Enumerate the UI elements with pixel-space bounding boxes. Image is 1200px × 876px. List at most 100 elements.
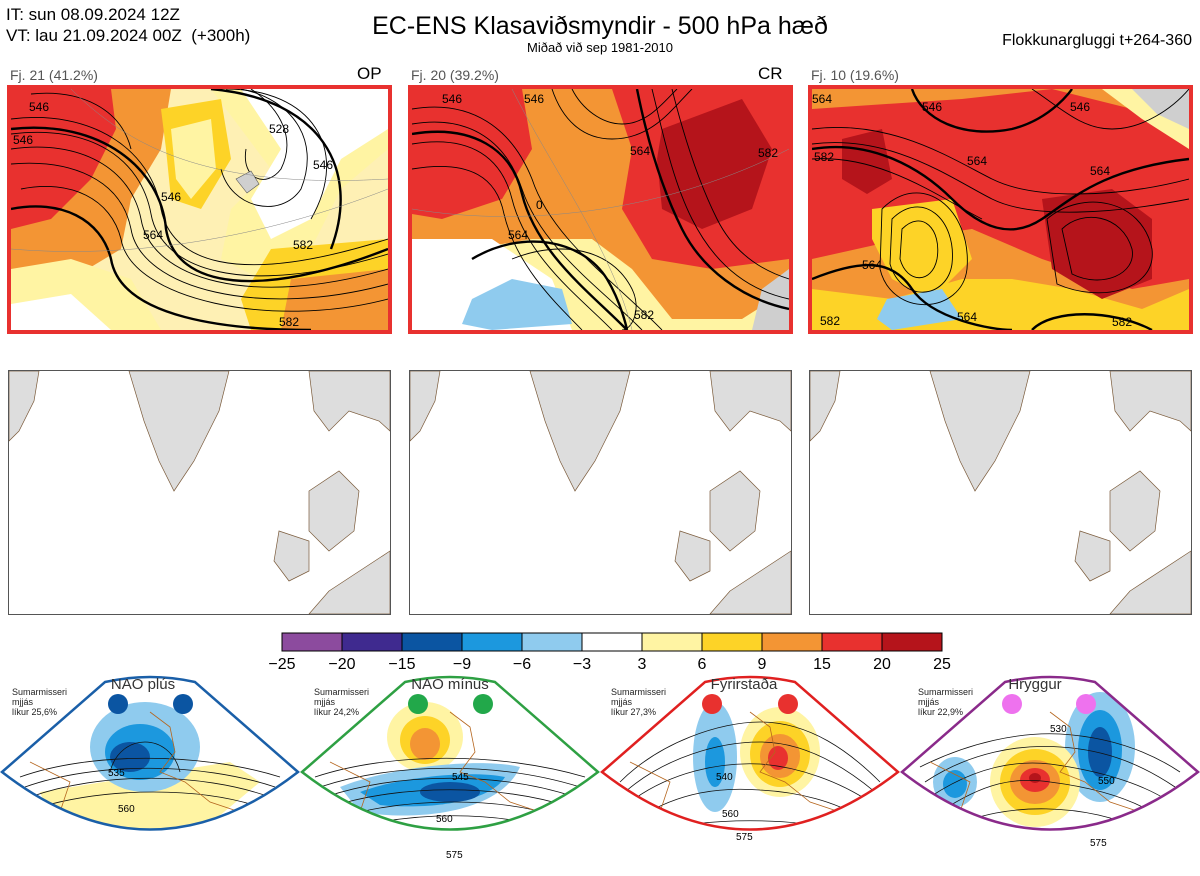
map2-contour-label: 546 [442,92,462,106]
colorbar-swatch [701,632,763,652]
colorbar-swatch [281,632,343,652]
cluster-map-2[interactable]: 546 546 564 582 0 564 582 [408,85,793,334]
page-title: EC-ENS Klasaviðsmyndir - 500 hPa hæð [372,12,828,40]
cluster-map-1-graphic: 546 546 546 528 546 564 582 582 [11,89,388,330]
regime-note-line: líkur 27,3% [611,707,657,717]
map3-contour-label: 564 [967,154,987,168]
regime-note-ridge: Sumarmisseri mjjás líkur 22,9% [918,687,973,717]
regime3-contour-label: 560 [722,809,739,820]
map3-contour-label: 546 [922,100,942,114]
colorbar-tick-label: 3 [637,656,647,673]
valid-time: VT: lau 21.09.2024 00Z (+300h) [6,26,251,45]
regime-title-nao-minus: NAO mínus [411,676,489,693]
regime-ridge-graphic: 530 550 575 [900,675,1200,849]
map1-contour-label: 546 [29,100,49,114]
regime1-contour-label: 560 [118,804,135,815]
regime-nao-minus[interactable]: 545 560 575 [300,672,600,871]
colorbar-swatch [461,632,523,652]
nao-plus-dot-2 [173,694,193,714]
regime-note-line: Sumarmisseri [314,687,370,697]
regime4-contour-label: 575 [1090,838,1107,849]
colorbar [280,632,944,657]
ridge-dot-1 [1002,694,1022,714]
init-time: IT: sun 08.09.2024 12Z [6,5,180,24]
map1-contour-label: 564 [143,228,163,242]
colorbar-tick-label: 20 [873,656,891,673]
cluster-map-3[interactable]: 564 546 546 564 582 564 564 564 582 582 [808,85,1193,334]
map2-contour-label: 582 [634,308,654,322]
colorbar-tick-label: −20 [328,656,356,673]
map3-contour-label: 564 [957,310,977,324]
geography-map-2-graphic [410,371,791,614]
map3-contour-label: 564 [1090,164,1110,178]
colorbar-swatch [581,632,643,652]
nao-plus-dot-1 [108,694,128,714]
map2-contour-label: 582 [758,146,778,160]
regime-ridge[interactable]: 530 550 575 [900,672,1200,871]
geography-map-3-graphic [810,371,1191,614]
colorbar-swatch [821,632,883,652]
regime-nao-plus[interactable]: 535 560 [0,672,300,871]
colorbar-tick-label: −6 [512,656,532,673]
map1-contour-label: 582 [279,315,299,329]
regime-blocking-graphic: 540 560 575 [600,675,900,843]
regime-note-line: líkur 25,6% [12,707,58,717]
colorbar-tick-label: 9 [757,656,767,673]
regime-nao-plus-graphic: 535 560 [0,675,300,831]
map2-contour-label: 564 [630,144,650,158]
colorbar-swatch [881,632,943,652]
colorbar-swatch [341,632,403,652]
colorbar-swatch [401,632,463,652]
regime-note-line: mjjás [918,697,940,707]
ridge-dot-2 [1076,694,1096,714]
colorbar-tick-label: 15 [813,656,831,673]
regime-blocking[interactable]: 540 560 575 [600,672,900,871]
cluster-2-tag: CR [758,64,783,83]
cluster-map-2-graphic: 546 546 564 582 0 564 582 [412,89,789,330]
colorbar-tick-label: −9 [452,656,472,673]
regime-note-line: Sumarmisseri [12,687,68,697]
header-times: IT: sun 08.09.2024 12Z VT: lau 21.09.202… [6,4,250,46]
geography-map-1[interactable] [8,370,391,615]
cluster-1-label: Fj. 21 (41.2%) [10,67,98,83]
colorbar-tick-label: 25 [933,656,951,673]
regime-note-line: mjjás [611,697,633,707]
map3-contour-label: 582 [820,314,840,328]
blocking-dot-2 [778,694,798,714]
map3-contour-label: 582 [1112,315,1132,329]
regime-note-line: Sumarmisseri [918,687,974,697]
colorbar-tick-label: −3 [572,656,592,673]
regime4-contour-label: 530 [1050,724,1067,735]
map1-contour-label: 582 [293,238,313,252]
map3-contour-label: 546 [1070,100,1090,114]
geography-map-2[interactable] [409,370,792,615]
colorbar-swatch [521,632,583,652]
regime2-contour-label: 545 [452,772,469,783]
map3-contour-label: 582 [814,150,834,164]
regime-note-nao-minus: Sumarmisseri mjjás líkur 24,2% [314,687,369,717]
map3-contour-label: 564 [862,258,882,272]
map1-contour-label: 546 [161,190,181,204]
regime2-contour-label: 560 [436,814,453,825]
map1-contour-label: 528 [269,122,289,136]
cluster-map-1[interactable]: 546 546 546 528 546 564 582 582 [7,85,392,334]
map3-contour-label: 564 [812,92,832,106]
colorbar-swatch [761,632,823,652]
regime4-contour-label: 550 [1098,776,1115,787]
map2-contour-label: 546 [524,92,544,106]
regime-note-line: líkur 22,9% [918,707,964,717]
cluster-3-label: Fj. 10 (19.6%) [811,67,899,83]
nao-minus-dot-1 [408,694,428,714]
regime3-contour-label: 540 [716,772,733,783]
colorbar-swatches [281,632,943,652]
classification-window: Flokkunargluggi t+264-360 [1002,32,1192,49]
blocking-dot-1 [702,694,722,714]
map2-contour-label: 0 [536,198,543,212]
regime-note-line: mjjás [12,697,34,707]
map1-contour-label: 546 [313,158,333,172]
colorbar-tick-label: 6 [697,656,707,673]
map1-contour-label: 546 [13,133,33,147]
nao-minus-dot-2 [473,694,493,714]
colorbar-swatch [641,632,703,652]
geography-map-3[interactable] [809,370,1192,615]
